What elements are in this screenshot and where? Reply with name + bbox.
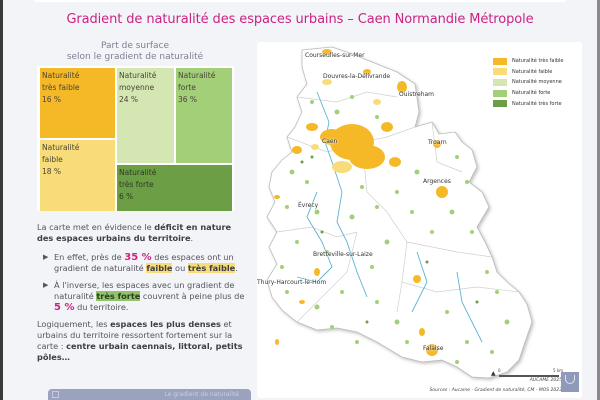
cell-label: forte [178,83,196,92]
treemap-cell-tres-faible: Naturalité très faible 16 % [40,68,115,138]
place-label-courseulles: Courseulles-sur-Mer [305,52,365,59]
cell-label: Naturalité [42,143,80,152]
place-label-troarn: Troarn [428,139,447,146]
text: des espaces ont un gradient de naturalit… [54,252,234,273]
legend-label: Naturalité faible [512,68,553,75]
place-label-argences: Argences [423,178,451,185]
next-section-tab[interactable]: Le gradient de naturalité [48,389,251,400]
treemap-title-line1: Part de surface [100,41,169,51]
map-source: Sources : Aucame - Gradient de naturalit… [429,388,562,393]
legend-item: Naturalité très forte [493,98,564,109]
place-label-evrecy: Évrecy [298,202,319,209]
highlight-tres-faible: très faible [187,263,236,273]
treemap-title: Part de surface selon le gradient de nat… [35,41,235,63]
cell-label: Naturalité [119,168,157,177]
scale-start: 0 [498,368,501,373]
scale-line [499,375,559,377]
place-label-ouistreham: Ouistreham [399,91,435,98]
place-label-caen: Caen [322,138,338,145]
cell-label: très faible [42,83,80,92]
text: . [190,233,194,243]
cell-label: moyenne [119,83,155,92]
cell-value: 36 % [178,95,198,104]
place-label-thury-harcourt: Thury-Harcourt-le-Hom [257,279,327,286]
highlight-percent: 5 % [54,302,75,313]
cell-value: 16 % [42,95,62,104]
legend-label: Naturalité très faible [512,58,564,65]
treemap-cell-faible: Naturalité faible 18 % [40,140,115,211]
bullet-low-naturality: ▶ En effet, près de 35 % des espaces ont… [37,252,247,274]
legend-item: Naturalité moyenne [493,77,564,88]
cell-label: Naturalité [119,71,157,80]
window-left-border [0,0,3,400]
legend-swatch [493,78,507,86]
text: La carte met en évidence le [37,222,155,232]
cell-value: 18 % [42,167,62,176]
bullet-high-naturality: ▶ À l'inverse, les espaces avec un gradi… [37,280,247,313]
text: . [235,263,238,273]
text: ou [172,263,188,273]
treemap-cell-moyenne: Naturalité moyenne 24 % [117,68,174,163]
map-credit: AUCAME 2025 [529,378,562,383]
cell-label: très forte [119,180,154,189]
highlight-faible: faible [146,263,173,273]
legend-label: Naturalité forte [512,90,551,97]
page-title: Gradient de naturalité des espaces urbai… [66,12,534,27]
treemap-cell-tres-forte: Naturalité très forte 6 % [117,165,232,211]
place-label-falaise: Falaise [423,345,444,352]
legend-item: Naturalité faible [493,67,564,78]
text-bold: espaces les plus denses [110,319,221,329]
text-bold: déficit en nature des espaces urbains du… [37,222,232,243]
north-arrow-icon: ▲ [491,370,496,377]
text: À l'inverse, les espaces avec un gradien… [54,280,235,301]
cell-label: Naturalité [178,71,216,80]
legend-swatch [493,89,507,97]
legend-swatch [493,57,507,65]
cell-value: 24 % [119,95,139,104]
cell-label: Naturalité [42,71,80,80]
cell-value: 6 % [119,192,134,201]
scale-end: 5 km [553,368,564,373]
text: En effet, près de [54,252,125,262]
text: Logiquement, les [37,319,111,329]
territory-map [266,46,533,379]
aucame-logo [561,372,579,392]
treemap-chart: Naturalité très faible 16 % Naturalité f… [37,66,234,211]
treemap-title-line2: selon le gradient de naturalité [66,52,204,62]
legend-item: Naturalité forte [493,88,564,99]
top-card [30,0,570,2]
highlight-percent: 35 % [124,252,152,263]
legend-label: Naturalité très forte [512,100,562,107]
conclusion-paragraph: Logiquement, les espaces les plus denses… [37,319,247,363]
legend-label: Naturalité moyenne [512,79,562,86]
highlight-tres-forte: très forte [96,291,141,301]
bullet-arrow-icon: ▶ [43,281,49,289]
scale-bar: ▲ 0 5 km [491,368,569,378]
intro-paragraph: La carte met en évidence le déficit en n… [37,222,247,244]
place-label-douvres: Douvres-la-Délivrande [323,73,391,80]
legend-swatch [493,68,507,76]
place-label-bretteville: Bretteville-sur-Laize [313,251,373,258]
legend-swatch [493,100,507,108]
text: couvrent à peine plus de [140,291,245,301]
cell-label: faible [42,155,63,164]
text: et urbains du territoire ressortent fort… [37,319,233,351]
section-icon [52,391,59,398]
legend-item: Naturalité très faible [493,56,564,67]
tab-label: Le gradient de naturalité [164,391,239,398]
map-legend: Naturalité très faible Naturalité faible… [493,56,564,109]
logo-icon [565,375,575,384]
commentary: La carte met en évidence le déficit en n… [37,222,247,371]
treemap-cell-forte: Naturalité forte 36 % [176,68,232,163]
scrollbar[interactable] [597,0,600,400]
map-panel: Courseulles-sur-Mer Douvres-la-Délivrand… [257,42,582,398]
bullet-arrow-icon: ▶ [43,253,49,261]
text: du territoire. [74,302,129,312]
text-bold: centre urbain caennais, littoral, petits… [37,341,243,362]
